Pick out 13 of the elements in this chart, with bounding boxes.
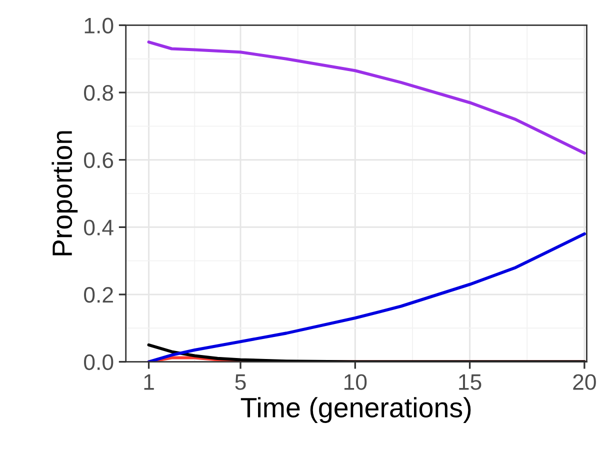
x-tick-label: 1 [144,374,154,390]
y-tick-label: 0.6 [84,152,114,168]
x-tick-label: 15 [459,374,482,390]
x-axis-title: Time (generations) [240,397,471,423]
y-tick-label: 0.0 [84,354,114,370]
x-tick-label: 5 [235,374,246,390]
x-tick-label: 10 [344,374,367,390]
y-tick-label: 1.0 [84,18,114,34]
y-tick-label: 0.8 [84,85,114,101]
y-tick-label: 0.4 [84,220,114,236]
x-tick-label: 20 [573,374,596,390]
y-axis-title: Proportion [52,131,78,256]
y-tick-label: 0.2 [84,287,113,303]
